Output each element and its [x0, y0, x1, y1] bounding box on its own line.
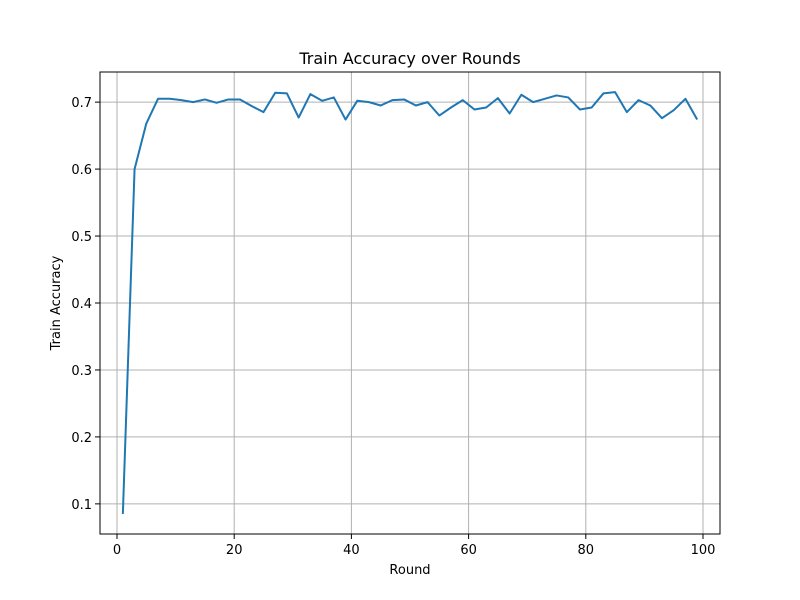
y-tick-label: 0.1	[71, 498, 92, 513]
y-tick-label: 0.6	[71, 163, 92, 178]
x-tick-label: 80	[578, 543, 595, 558]
x-tick-label: 60	[460, 543, 477, 558]
x-tick-label: 100	[691, 543, 716, 558]
chart-title: Train Accuracy over Rounds	[298, 49, 520, 68]
x-axis-label: Round	[389, 563, 430, 578]
x-tick-label: 40	[343, 543, 360, 558]
y-axis-label: Train Accuracy	[49, 255, 64, 351]
x-tick-label: 0	[113, 543, 121, 558]
x-tick-label: 20	[226, 543, 243, 558]
y-axis-ticks: 0.1 0.2 0.3 0.4 0.5 0.6 0.7	[71, 96, 100, 513]
y-tick-label: 0.3	[71, 364, 92, 379]
y-tick-label: 0.7	[71, 96, 92, 111]
y-tick-label: 0.2	[71, 431, 92, 446]
x-axis-ticks: 0 20 40 60 80 100	[113, 534, 716, 558]
series-line	[121, 91, 699, 514]
y-tick-label: 0.4	[71, 297, 92, 312]
y-tick-label: 0.5	[71, 230, 92, 245]
series-group	[121, 91, 699, 514]
